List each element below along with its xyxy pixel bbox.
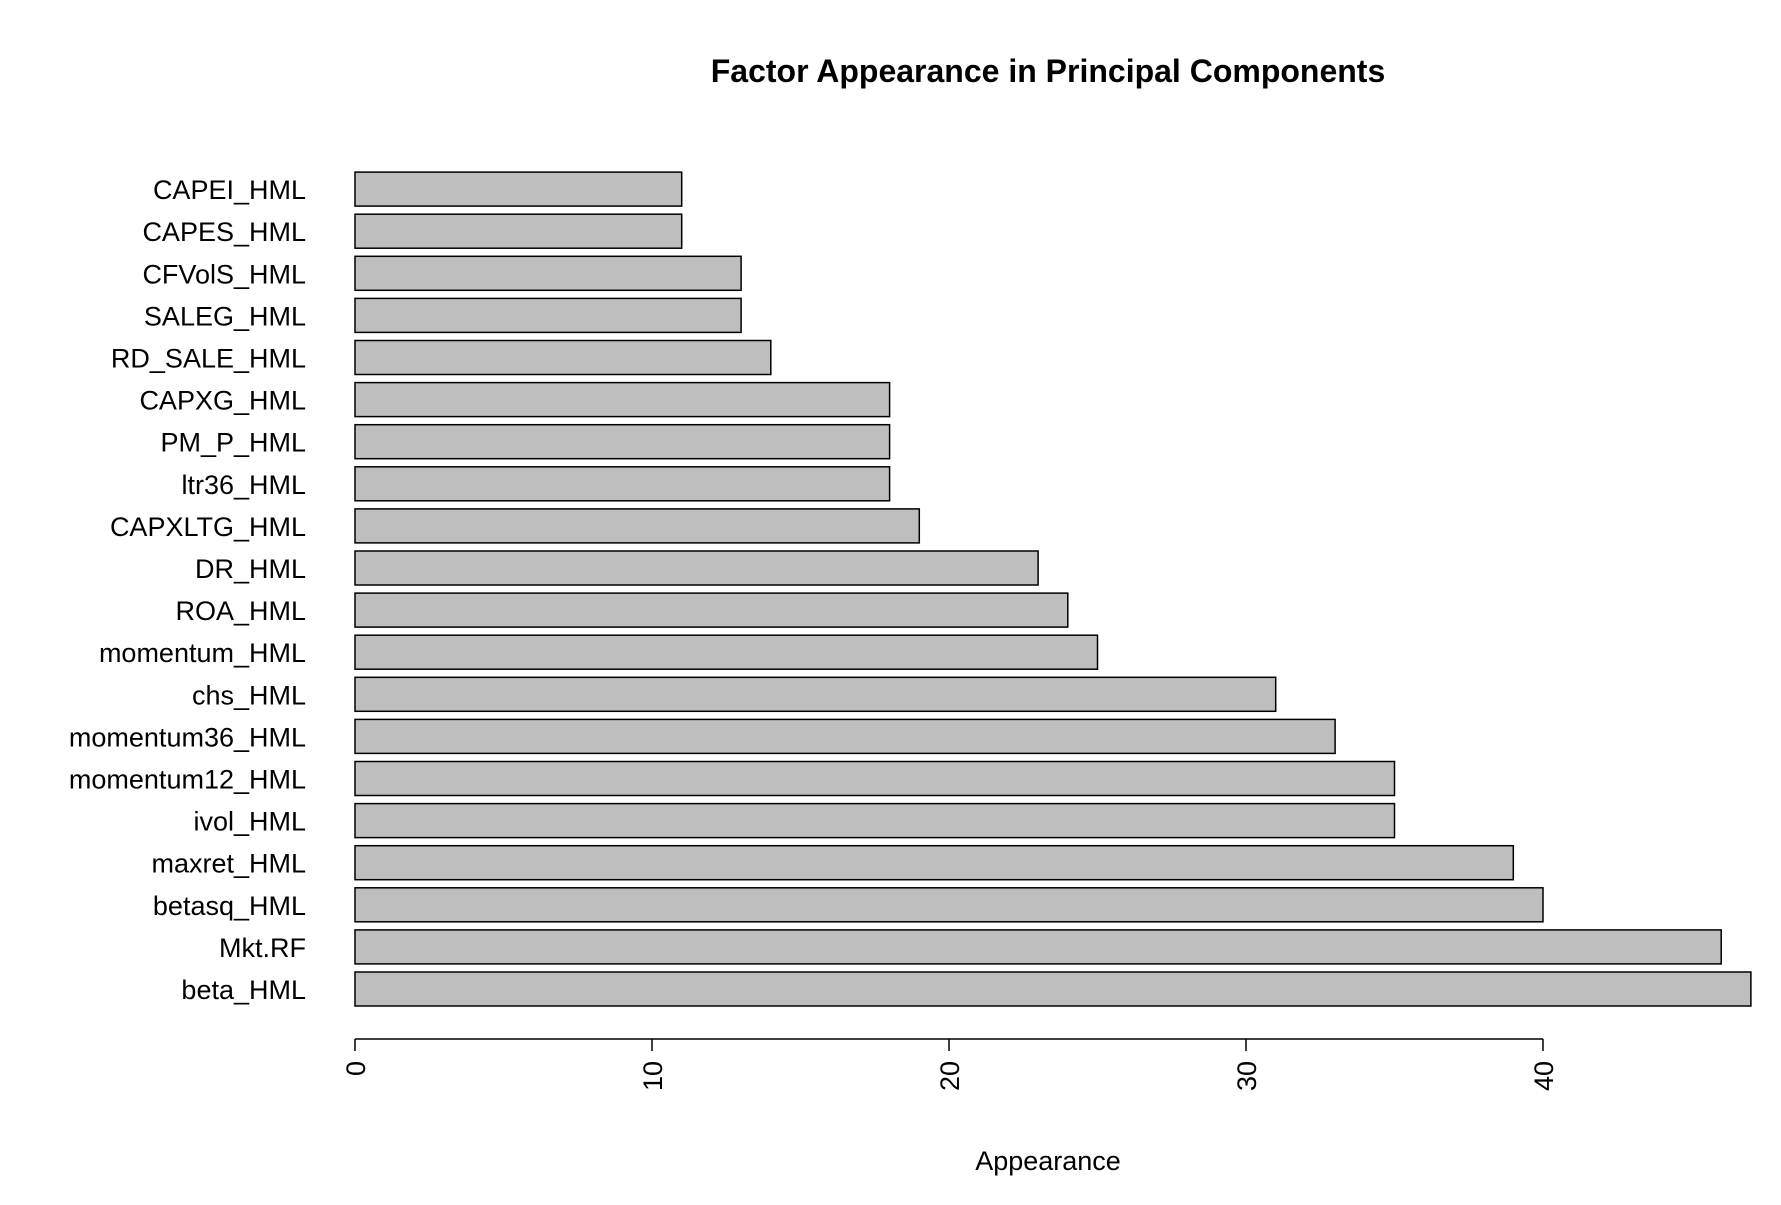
category-label-mkt-rf: Mkt.RF <box>219 933 306 963</box>
bar-capei-hml <box>354 171 683 207</box>
bars-group <box>354 171 1752 1007</box>
category-label-momentum36-hml: momentum36_HML <box>69 722 306 752</box>
bar-capxltg-hml <box>354 508 921 544</box>
bar-dr-hml <box>354 550 1039 586</box>
category-labels-group: beta_HML Mkt.RF betasq_HML maxret_HML ivol_H… <box>69 175 306 1005</box>
x-tick-label-10: 10 <box>638 1061 668 1091</box>
category-label-momentum-hml: momentum_HML <box>99 638 306 668</box>
bar-roa-hml <box>354 592 1069 628</box>
bar-ltr36-hml <box>354 466 891 502</box>
bar-capxg-hml <box>354 381 891 418</box>
bar-capes-hml <box>354 213 683 249</box>
category-label-cfvols-hml: CFVolS_HML <box>142 259 306 289</box>
bar-momentum36-hml <box>354 718 1336 755</box>
bar-rd-sale-hml <box>354 339 772 376</box>
category-label-ltr36-hml: ltr36_HML <box>181 470 306 500</box>
category-label-dr-hml: DR_HML <box>195 554 306 584</box>
category-label-pm-p-hml: PM_P_HML <box>160 428 306 458</box>
x-axis-label: Appearance <box>975 1146 1121 1176</box>
category-label-capxg-hml: CAPXG_HML <box>139 386 306 416</box>
category-label-capes-hml: CAPES_HML <box>142 217 306 247</box>
bar-cfvols-hml <box>354 255 742 292</box>
bar-chs-hml <box>354 676 1277 713</box>
x-tick-label-30: 30 <box>1232 1061 1262 1091</box>
x-tick-label-0: 0 <box>341 1061 371 1076</box>
category-label-momentum12-hml: momentum12_HML <box>69 765 306 795</box>
category-label-saleg-hml: SALEG_HML <box>144 301 306 331</box>
bar-momentum12-hml <box>354 760 1396 797</box>
bar-ivol-hml <box>354 802 1396 839</box>
category-label-chs-hml: chs_HML <box>192 680 306 710</box>
bar-mkt-rf <box>354 929 1722 965</box>
category-label-capei-hml: CAPEI_HML <box>153 175 306 205</box>
category-label-ivol-hml: ivol_HML <box>193 807 306 837</box>
category-label-roa-hml: ROA_HML <box>175 596 306 626</box>
bar-maxret-hml <box>354 844 1515 881</box>
category-label-capxltg-hml: CAPXLTG_HML <box>110 512 306 542</box>
bar-pm-p-hml <box>354 423 891 460</box>
bar-beta-hml <box>354 971 1752 1007</box>
category-label-betasq-hml: betasq_HML <box>153 891 306 921</box>
x-axis: 0 10 20 30 40 <box>341 1038 1559 1091</box>
bar-saleg-hml <box>354 297 742 334</box>
bar-betasq-hml <box>354 887 1544 923</box>
bar-momentum-hml <box>354 634 1099 670</box>
chart-title: Factor Appearance in Principal Component… <box>711 53 1386 89</box>
category-label-rd-sale-hml: RD_SALE_HML <box>111 344 306 374</box>
category-label-beta-hml: beta_HML <box>181 975 306 1005</box>
x-tick-label-40: 40 <box>1529 1061 1559 1091</box>
x-tick-label-20: 20 <box>935 1061 965 1091</box>
category-label-maxret-hml: maxret_HML <box>151 849 306 879</box>
